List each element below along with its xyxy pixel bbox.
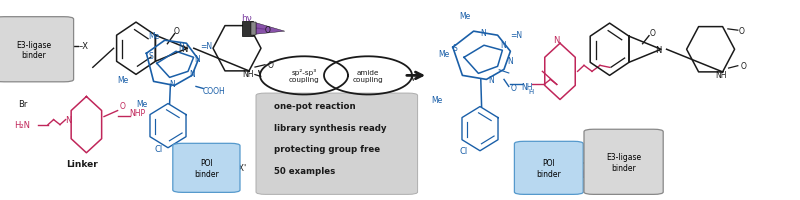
Text: COOH: COOH [202,87,225,95]
Text: N: N [194,55,200,63]
Text: Me: Me [148,32,159,40]
Text: O: O [267,61,274,70]
Text: H: H [528,89,534,95]
Text: POI
binder: POI binder [194,158,218,178]
Text: NH: NH [522,83,533,91]
Polygon shape [251,23,256,36]
Polygon shape [324,57,412,95]
Text: Linker: Linker [66,160,98,168]
FancyBboxPatch shape [514,142,583,194]
Text: Me: Me [438,50,450,58]
Text: N: N [181,45,187,53]
FancyBboxPatch shape [256,94,418,194]
Text: O: O [738,27,745,36]
Text: O: O [741,62,747,71]
Text: Me: Me [459,12,470,20]
Text: O: O [265,26,271,35]
Text: O: O [510,84,516,93]
Text: N: N [66,115,72,124]
Text: Me: Me [431,96,442,104]
FancyBboxPatch shape [584,130,663,194]
Text: Me: Me [118,76,129,84]
Text: Br: Br [18,100,28,108]
Text: 50 examples: 50 examples [274,166,335,175]
Text: N: N [507,57,513,66]
Text: =N: =N [510,31,522,39]
Text: H₂N: H₂N [14,121,30,129]
Text: –X': –X' [234,164,246,172]
Text: Me: Me [136,100,147,108]
Text: N: N [655,46,662,54]
Text: N: N [178,43,184,51]
Text: library synthesis ready: library synthesis ready [274,123,386,132]
Text: N: N [554,36,560,44]
Text: POI
binder: POI binder [537,158,561,178]
Text: N: N [488,76,494,84]
Text: amide
coupling: amide coupling [353,70,383,82]
Text: Cl: Cl [459,147,467,155]
Text: hν: hν [241,14,252,22]
Text: O: O [650,29,656,38]
Text: NH: NH [715,70,727,79]
Text: sp²-sp³
coupling: sp²-sp³ coupling [289,69,319,83]
Text: S: S [149,52,154,60]
Text: N: N [500,41,506,49]
Text: N: N [170,80,175,89]
Text: N: N [480,29,486,37]
Text: =N: =N [200,42,212,50]
Polygon shape [260,57,348,95]
Text: one-pot reaction: one-pot reaction [274,102,355,110]
Text: NHP: NHP [130,109,146,117]
FancyBboxPatch shape [173,144,240,192]
Text: –X: –X [78,42,89,51]
Polygon shape [256,24,285,35]
FancyBboxPatch shape [0,18,74,82]
Text: Cl: Cl [154,145,162,153]
Text: E3-ligase
binder: E3-ligase binder [17,40,51,60]
Text: E3-ligase
binder: E3-ligase binder [606,152,641,172]
Text: NH: NH [242,69,254,78]
Text: protecting group free: protecting group free [274,145,380,153]
Text: O: O [119,102,125,110]
Text: N: N [189,70,194,78]
Polygon shape [242,22,253,37]
Text: O: O [174,27,180,36]
Text: S: S [453,44,458,52]
